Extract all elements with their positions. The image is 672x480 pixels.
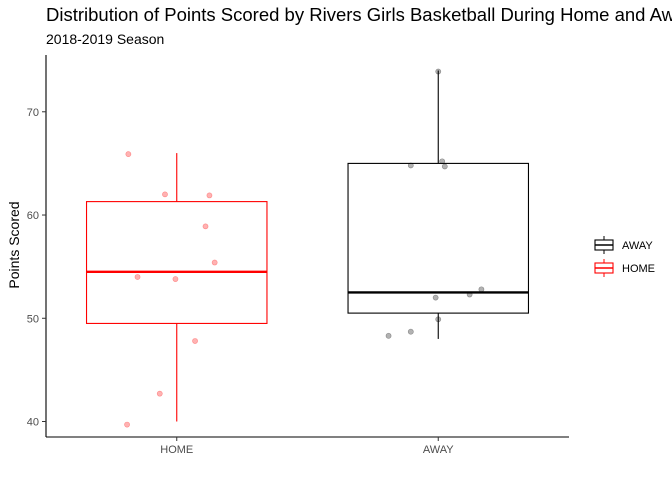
data-point-home: [162, 191, 168, 198]
data-point-home: [172, 276, 179, 282]
data-point-home: [211, 259, 218, 266]
data-point-home: [134, 274, 141, 280]
x-tick-label: AWAY: [423, 444, 454, 456]
y-tick-label: 60: [27, 210, 39, 222]
axes-layer: 40 50 60 70 HOME AWAY: [27, 55, 569, 456]
data-point-away: [407, 162, 414, 169]
data-point-away: [407, 328, 414, 335]
boxes-layer: [85, 70, 530, 422]
legend-label-away: AWAY: [622, 240, 653, 252]
data-point-away: [435, 68, 442, 75]
data-point-away: [435, 316, 442, 323]
data-point-home: [125, 151, 132, 158]
x-tick-label: HOME: [160, 444, 193, 456]
data-point-home: [156, 390, 163, 397]
data-point-away: [439, 158, 446, 165]
box-home: [85, 201, 268, 324]
data-point-home: [124, 421, 130, 428]
data-point-away: [441, 163, 448, 170]
chart-subtitle: 2018-2019 Season: [46, 31, 165, 47]
box-away: [347, 162, 530, 314]
legend-label-home: HOME: [622, 263, 655, 275]
data-point-home: [192, 338, 198, 344]
data-point-home: [206, 192, 213, 199]
data-point-away: [478, 286, 485, 293]
legend: AWAY HOME: [594, 236, 655, 277]
data-point-away: [432, 294, 439, 301]
data-point-home: [202, 223, 209, 230]
points-layer: [124, 68, 485, 428]
data-point-away: [466, 291, 473, 298]
y-tick-label: 40: [27, 417, 39, 429]
chart-title: Distribution of Points Scored by Rivers …: [46, 4, 672, 25]
y-tick-label: 70: [27, 107, 39, 119]
data-point-away: [385, 332, 392, 339]
y-tick-label: 50: [27, 313, 39, 325]
